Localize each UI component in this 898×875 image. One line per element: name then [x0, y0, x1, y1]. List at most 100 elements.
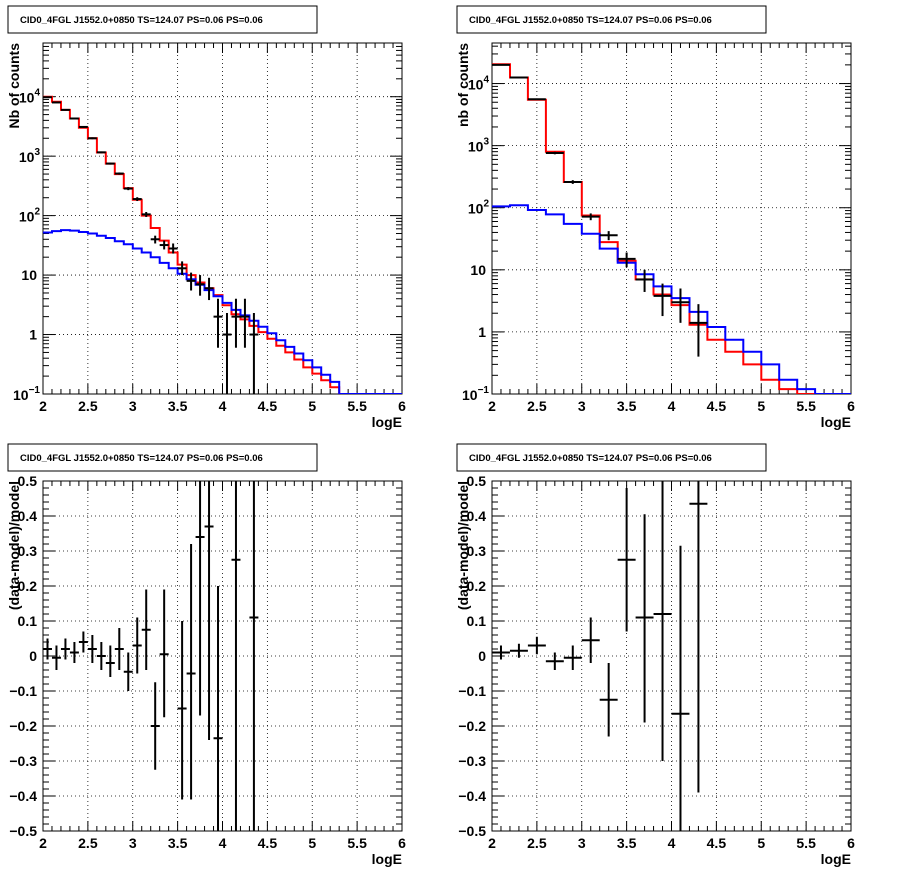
chart-title: CID0_4FGL J1552.0+0850 TS=124.07 PS=0.06…: [469, 453, 712, 464]
y-axis-label: (data-model)/model: [455, 481, 471, 610]
data-point: [69, 642, 79, 663]
data-point: [653, 283, 672, 317]
x-tick-label: 5: [308, 835, 316, 851]
plot-data: [492, 481, 708, 831]
x-tick-label: 4.5: [707, 398, 727, 414]
data-point: [150, 682, 160, 770]
x-tick-label: 3: [129, 398, 137, 414]
y-tick-label: 0.5: [18, 473, 38, 489]
chart-panel-3: CID0_4FGL J1552.0+0850 TS=124.07 PS=0.06…: [6, 443, 406, 867]
y-tick-label: 0.4: [467, 508, 487, 524]
chart-title-box: CID0_4FGL J1552.0+0850 TS=124.07 PS=0.06…: [456, 443, 767, 472]
y-tick-label: −0.4: [458, 788, 486, 804]
data-point: [123, 187, 133, 191]
x-tick-label: 4.5: [707, 835, 727, 851]
y-tick-label: 10: [470, 262, 486, 278]
y-tick-label: 0.3: [18, 543, 38, 559]
y-tick-label: 104: [19, 88, 41, 106]
x-tick-label: 4: [668, 835, 676, 851]
data-point: [43, 638, 52, 660]
data-point: [617, 252, 636, 268]
data-point: [249, 313, 259, 394]
title-frame: [7, 443, 318, 472]
title-frame: [456, 5, 767, 34]
x-tick-label: 2: [39, 835, 47, 851]
x-tick-label: 5.5: [796, 835, 816, 851]
data-point: [545, 652, 564, 670]
data-point: [492, 645, 510, 660]
data-point: [671, 545, 690, 831]
chart-panel-4: CID0_4FGL J1552.0+0850 TS=124.07 PS=0.06…: [455, 443, 855, 867]
x-tick-label: 4: [219, 398, 227, 414]
y-tick-label: −0.4: [9, 788, 37, 804]
x-axis-ticks: [42, 481, 403, 831]
y-tick-label: 0.1: [18, 613, 38, 629]
y-tick-label: −0.2: [9, 718, 37, 734]
data-point: [204, 481, 214, 740]
x-tick-label: 4: [219, 835, 227, 851]
data-point: [60, 108, 70, 111]
x-axis-label: logE: [372, 414, 402, 430]
y-tick-label: 0.5: [467, 473, 487, 489]
x-tick-label: 2.5: [78, 398, 98, 414]
data-point: [671, 288, 690, 323]
x-tick-label: 5: [757, 398, 765, 414]
data-point: [231, 481, 241, 831]
x-tick-label: 2.5: [78, 835, 98, 851]
data-point: [689, 481, 708, 793]
data-point: [123, 652, 133, 691]
data-point: [599, 663, 618, 737]
chart-title: CID0_4FGL J1552.0+0850 TS=124.07 PS=0.06…: [469, 15, 712, 26]
x-tick-label: 6: [847, 398, 855, 414]
chart-title-box: CID0_4FGL J1552.0+0850 TS=124.07 PS=0.06…: [7, 5, 318, 34]
y-tick-label: 0: [29, 648, 37, 664]
y-tick-label: −0.5: [458, 823, 486, 839]
y-tick-label: 10−1: [462, 385, 489, 403]
x-tick-label: 2: [488, 835, 496, 851]
data-point: [231, 298, 241, 348]
x-axis-label: logE: [821, 414, 851, 430]
data-point: [545, 151, 564, 155]
data-point: [186, 272, 196, 291]
data-point: [87, 137, 97, 140]
chart-title: CID0_4FGL J1552.0+0850 TS=124.07 PS=0.06…: [20, 15, 263, 26]
data-point: [132, 617, 142, 674]
x-tick-label: 3: [578, 835, 586, 851]
x-tick-label: 3.5: [168, 398, 188, 414]
y-tick-label: 10−1: [13, 385, 40, 403]
y-tick-label: −0.1: [9, 683, 37, 699]
data-point: [635, 269, 654, 292]
data-point: [581, 617, 600, 663]
y-axis-label: (data-model)/model: [6, 481, 22, 610]
y-tick-label: 0.1: [467, 613, 487, 629]
data-point: [43, 96, 52, 99]
y-axis-ticks: [492, 480, 851, 832]
model-background-histogram: [492, 204, 851, 394]
data-point: [240, 298, 250, 348]
data-point: [114, 172, 124, 175]
plot-data: [43, 481, 259, 831]
x-tick-label: 3: [578, 398, 586, 414]
data-point: [599, 231, 618, 241]
data-point: [87, 635, 97, 663]
x-tick-label: 3.5: [168, 835, 188, 851]
data-point: [105, 645, 115, 677]
data-point: [177, 261, 187, 276]
data-point: [222, 313, 232, 394]
x-tick-label: 5.5: [347, 398, 367, 414]
y-tick-label: −0.2: [458, 718, 486, 734]
y-tick-label: 0: [478, 648, 486, 664]
x-tick-label: 4.5: [258, 835, 278, 851]
data-point: [96, 151, 106, 154]
chart-title: CID0_4FGL J1552.0+0850 TS=124.07 PS=0.06…: [20, 453, 263, 464]
x-axis-label: logE: [372, 851, 402, 867]
chart-panel-2: CID0_4FGL J1552.0+0850 TS=124.07 PS=0.06…: [455, 5, 855, 430]
data-point: [150, 235, 160, 244]
y-tick-label: 104: [468, 75, 490, 93]
x-tick-label: 4.5: [258, 398, 278, 414]
data-point: [168, 243, 178, 254]
data-point: [177, 621, 187, 800]
y-axis-label: nb of counts: [455, 43, 471, 127]
data-point: [509, 76, 528, 79]
